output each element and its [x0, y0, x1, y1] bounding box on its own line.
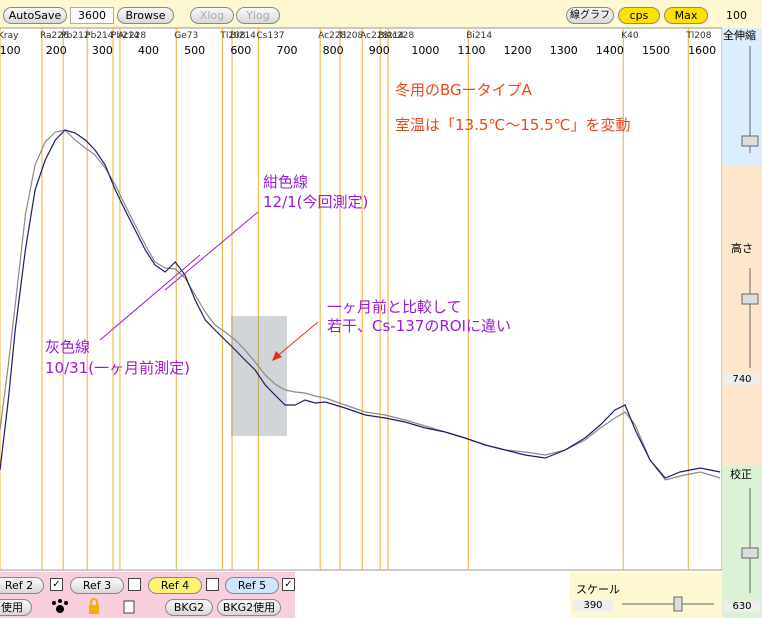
height-value: 740	[724, 374, 760, 385]
peak-label: Ge73	[174, 31, 198, 41]
annotation: 冬用のBGータイプA	[395, 81, 533, 99]
ref3-checkbox[interactable]	[128, 578, 141, 591]
graph-button[interactable]: 線グラフ	[566, 7, 614, 24]
spectrum-line	[0, 129, 721, 479]
height-label: 高さ	[731, 242, 753, 255]
arrow-head	[272, 351, 282, 361]
peak-label: Cs137	[256, 31, 284, 41]
side-sliders	[741, 46, 759, 593]
annotation: 12/1(今回測定)	[263, 193, 368, 211]
x-tick-label: 1100	[457, 44, 485, 57]
x-tick-label: 1500	[642, 44, 670, 57]
peak-label: Tl208	[337, 31, 363, 41]
x-tick-label: 800	[323, 44, 344, 57]
peak-label: Tl208	[685, 31, 711, 41]
ref5-checkbox[interactable]: ✓	[282, 578, 295, 591]
callout-arrow	[274, 321, 319, 359]
scale-knob[interactable]	[673, 596, 683, 612]
x-tick-label: 1400	[596, 44, 624, 57]
spectrum-line	[0, 129, 721, 481]
annotation: 若干、Cs-137のROIに違い	[327, 317, 511, 335]
annotation: 室温は「13.5℃～15.5℃」を変動	[395, 116, 631, 134]
peak-label: Ac228	[386, 31, 414, 41]
max-value: 100	[726, 9, 747, 22]
peak-label: Pb212	[61, 31, 89, 41]
x-tick-label: 300	[92, 44, 113, 57]
scale-label: スケール	[576, 583, 620, 596]
peak-label: Pb214	[85, 31, 114, 41]
annotation: 紺色線	[263, 173, 308, 191]
peak-label: Bi214	[378, 31, 404, 41]
annotation: 灰色線	[45, 338, 90, 356]
calib-value: 630	[724, 601, 760, 612]
scale-value: 390	[573, 600, 613, 611]
bkg2-use-button[interactable]: BKG2使用	[217, 599, 281, 616]
peak-label: K40	[621, 31, 639, 41]
ref3-button[interactable]: Ref 3	[70, 577, 124, 594]
calib-knob[interactable]	[741, 547, 759, 559]
callout-line	[99, 254, 201, 341]
peak-label: Bi214	[466, 31, 492, 41]
peak-label: Ac228	[360, 31, 388, 41]
zoom-label: 全伸縮	[723, 29, 756, 42]
x-tick-label: 700	[276, 44, 297, 57]
x-tick-label: 600	[230, 44, 251, 57]
browse-button[interactable]: Browse	[117, 7, 174, 24]
x-tick-label: 200	[46, 44, 67, 57]
icons	[52, 598, 135, 614]
side-height-panel	[722, 165, 762, 465]
bkg2-button[interactable]: BKG2	[165, 599, 213, 616]
use-button[interactable]: 使用	[0, 599, 32, 616]
side-calib-panel	[722, 465, 762, 618]
max-button[interactable]: Max	[664, 7, 708, 24]
x-tick-label: 1000	[411, 44, 439, 57]
ylog-button[interactable]: Ylog	[236, 7, 280, 24]
peak-label: Bi214	[230, 31, 256, 41]
x-tick-label: 1300	[550, 44, 578, 57]
x-tick-label: 100	[0, 44, 21, 57]
ref4-button[interactable]: Ref 4	[148, 577, 202, 594]
time-input[interactable]: 3600	[70, 7, 114, 24]
x-tick-label: 1200	[504, 44, 532, 57]
peak-label: Ac228	[318, 31, 346, 41]
x-tick-label: 900	[369, 44, 390, 57]
ref4-checkbox[interactable]	[206, 578, 219, 591]
annotation: 10/31(一ヶ月前測定)	[45, 359, 190, 377]
ref2-checkbox[interactable]: ✓	[50, 578, 63, 591]
peak-label: Ra226	[40, 31, 69, 41]
zoom-knob[interactable]	[741, 135, 759, 147]
ref5-button[interactable]: Ref 5	[225, 577, 279, 594]
scale-slider	[622, 596, 714, 612]
peak-label: Kray	[0, 31, 19, 41]
cps-button[interactable]: cps	[618, 7, 660, 24]
peak-label: Tl208	[219, 31, 245, 41]
peak-label: Ac228	[118, 31, 146, 41]
x-tick-label: 1600	[688, 44, 716, 57]
height-knob[interactable]	[741, 293, 759, 305]
peak-label: Pb214	[111, 31, 140, 41]
autosave-button[interactable]: AutoSave	[3, 7, 67, 24]
x-tick-label: 500	[184, 44, 205, 57]
calib-label: 校正	[730, 468, 752, 481]
annotation: 一ヶ月前と比較して	[327, 298, 462, 316]
xlog-button[interactable]: Xlog	[190, 7, 234, 24]
x-tick-label: 400	[138, 44, 159, 57]
ref2-button[interactable]: Ref 2	[0, 577, 44, 594]
callout-line	[164, 211, 259, 291]
